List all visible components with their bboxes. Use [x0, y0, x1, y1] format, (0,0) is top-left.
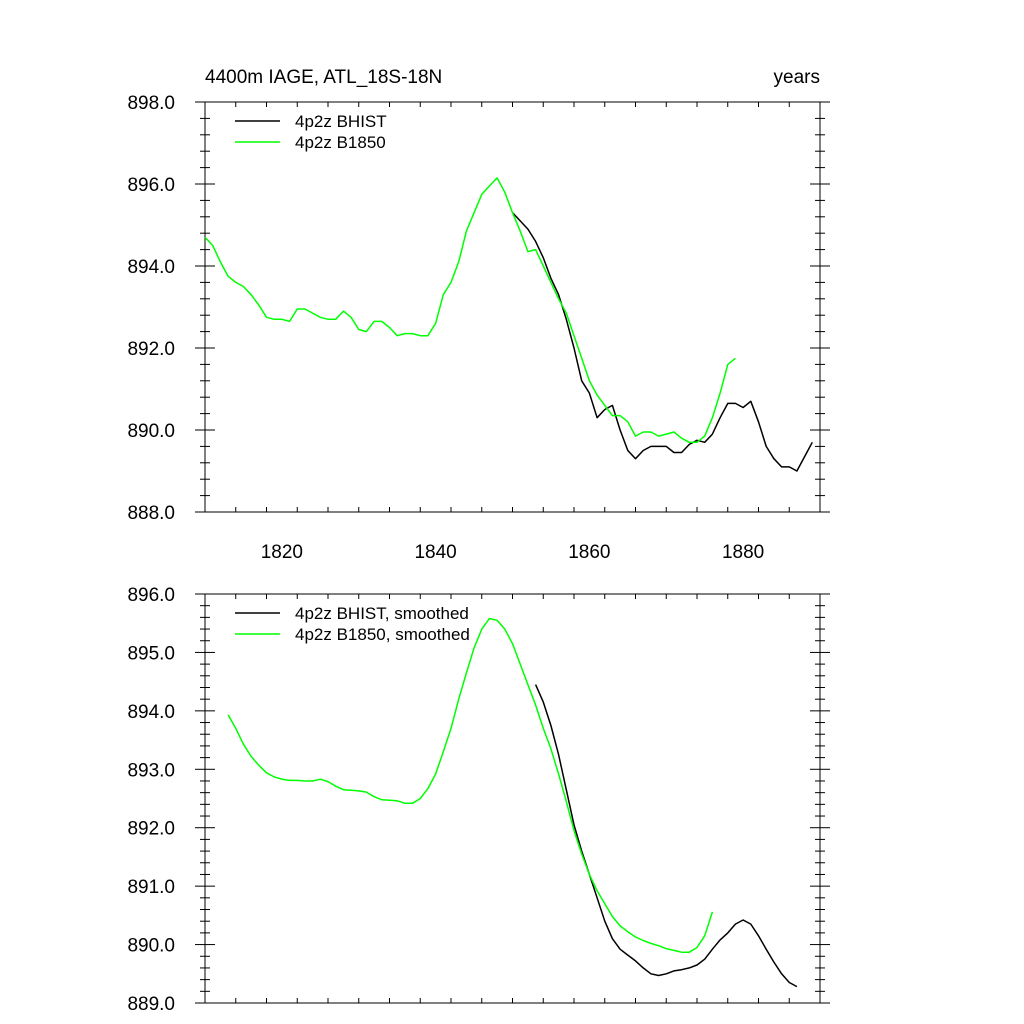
- y-tick-label: 888.0: [127, 503, 175, 524]
- chart-right-title: years: [774, 67, 820, 88]
- y-tick-label: 890.0: [127, 421, 175, 442]
- y-tick-label: 894.0: [127, 257, 175, 278]
- plot-frame: [204, 101, 821, 513]
- series-line-1: [534, 684, 798, 988]
- y-tick-label: 896.0: [127, 175, 175, 196]
- chart-title: 4400m IAGE, ATL_18S-18N: [205, 67, 442, 88]
- x-tick-label: 1820: [261, 542, 303, 563]
- y-tick-label: 893.0: [127, 760, 175, 781]
- y-tick-label: 894.0: [127, 702, 175, 723]
- y-tick-label: 898.0: [127, 93, 175, 114]
- x-tick-label: 1880: [722, 542, 764, 563]
- legend-label: 4p2z B1850, smoothed: [295, 625, 470, 644]
- y-tick-label: 891.0: [127, 877, 175, 898]
- legend-label: 4p2z BHIST: [295, 112, 387, 131]
- y-tick-label: 889.0: [127, 994, 175, 1015]
- legend-label: 4p2z BHIST, smoothed: [295, 604, 469, 623]
- x-tick-label: 1840: [414, 542, 456, 563]
- top-chart-panel: 4400m IAGE, ATL_18S-18N years 1820 1840 1860…: [127, 67, 830, 563]
- x-tick-label: 1860: [568, 542, 610, 563]
- legend-label: 4p2z B1850: [295, 133, 386, 152]
- y-tick-label: 895.0: [127, 643, 175, 664]
- y-tick-label: 892.0: [127, 819, 175, 840]
- series-line-1: [511, 212, 813, 472]
- y-tick-label: 890.0: [127, 936, 175, 957]
- series-line-2: [204, 177, 736, 444]
- y-tick-label: 892.0: [127, 339, 175, 360]
- plot-frame: [204, 593, 821, 1004]
- series-line-2: [227, 617, 714, 953]
- y-tick-label: 896.0: [127, 585, 175, 606]
- bottom-chart-panel: 889.0 890.0 891.0 892.0 893.0 894.0 895.0 896.0…: [127, 585, 830, 1015]
